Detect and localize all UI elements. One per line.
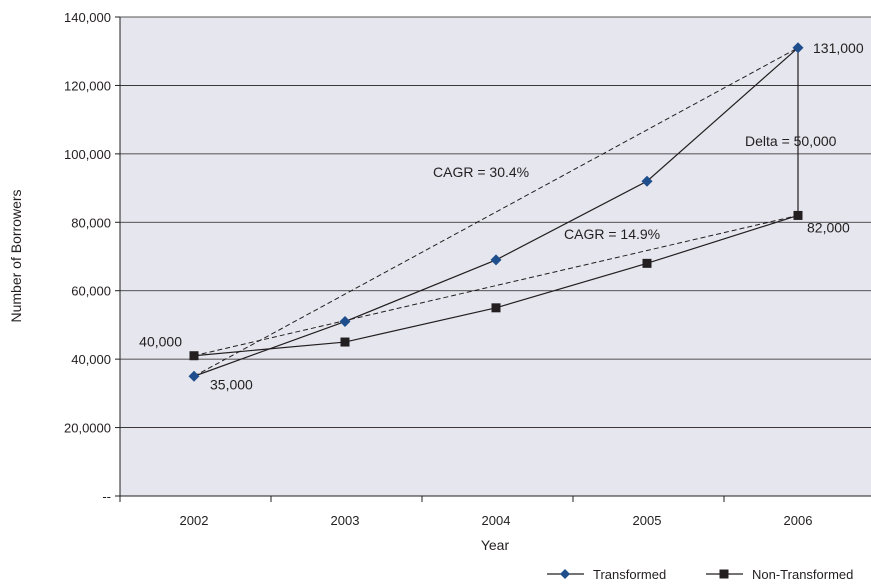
data-point-square — [642, 258, 652, 268]
x-tick-label: 2005 — [633, 513, 662, 528]
trend-line — [193, 214, 799, 357]
data-label: 82,000 — [807, 219, 850, 235]
data-point-diamond — [490, 254, 502, 266]
legend-label: Non-Transformed — [752, 567, 853, 582]
annotations: CAGR = 30.4% CAGR = 14.9% Delta = 50,000 — [433, 133, 837, 242]
data-point-diamond — [641, 175, 653, 187]
data-point-diamond — [188, 370, 200, 382]
data-point-diamond — [792, 42, 804, 54]
legend-marker-diamond — [560, 569, 570, 579]
data-point-diamond — [339, 316, 351, 328]
y-tick-label: 20,0000 — [64, 421, 111, 436]
legend-label: Transformed — [593, 567, 666, 582]
delta-label: Delta = 50,000 — [745, 133, 837, 149]
data-point-square — [793, 210, 803, 220]
legend-marker-square — [719, 569, 729, 579]
y-tick-label: 100,000 — [64, 147, 111, 162]
y-tick-label: 80,000 — [71, 215, 111, 230]
x-axis-title: Year — [481, 537, 510, 553]
x-tick-label: 2004 — [482, 513, 511, 528]
legend: Transformed Non-Transformed — [547, 567, 853, 582]
gridlines — [115, 16, 871, 497]
y-tick-labels: -- 20,0000 40,000 60,000 80,000 100,000 120,00… — [64, 10, 111, 504]
data-point-square — [491, 303, 501, 313]
y-tick-label: -- — [102, 489, 111, 504]
data-point-square — [340, 337, 350, 347]
point-labels: 35,000 40,000 131,000 82,000 — [139, 40, 864, 392]
trend-line — [193, 47, 799, 377]
y-tick-label: 140,000 — [64, 10, 111, 25]
data-label: 40,000 — [139, 334, 182, 350]
y-tick-label: 60,000 — [71, 284, 111, 299]
y-tick-label: 40,000 — [71, 352, 111, 367]
x-tick-labels: 2002 2003 2004 2005 2006 — [119, 496, 813, 528]
data-label: 131,000 — [813, 40, 864, 56]
x-tick-label: 2003 — [331, 513, 360, 528]
trend-label: CAGR = 14.9% — [564, 226, 660, 242]
data-point-square — [189, 351, 199, 361]
trend-lines — [193, 47, 799, 377]
y-tick-label: 120,000 — [64, 78, 111, 93]
x-tick-label: 2002 — [180, 513, 209, 528]
trend-label: CAGR = 30.4% — [433, 164, 529, 180]
data-label: 35,000 — [210, 376, 253, 392]
y-axis-title: Number of Borrowers — [8, 189, 24, 322]
series-lines — [188, 42, 804, 382]
x-tick-label: 2006 — [784, 513, 813, 528]
